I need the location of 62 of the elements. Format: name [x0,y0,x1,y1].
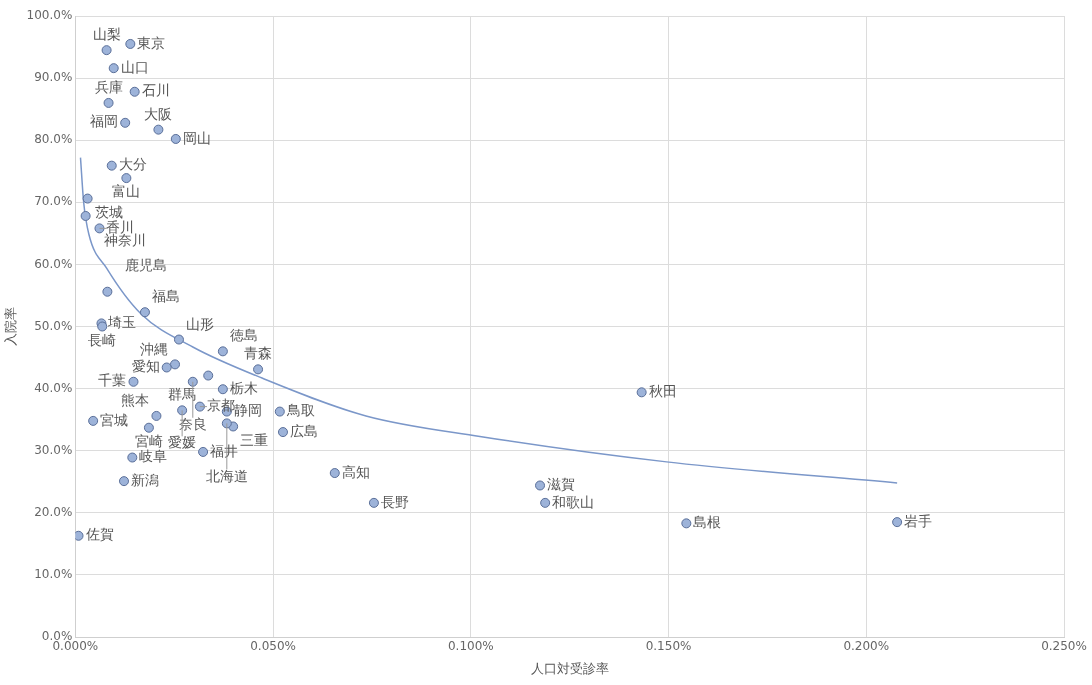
annotation: 秋田 [648,382,677,399]
x-tick-label: 0.100% [447,639,494,654]
annotation: 群馬 [168,385,197,402]
annotation: 沖縄 [140,340,169,357]
x-tick-label: 0.150% [645,639,692,654]
y-axis-title: 入院率 [3,307,19,346]
annotation: 東京 [137,34,166,51]
annotation: 和歌山 [552,493,595,510]
annotation: 兵庫 [94,79,123,96]
annotation: 広島 [289,422,318,439]
annotation: 鳥取 [285,402,315,419]
annotation: 滋賀 [547,476,576,493]
annotation: 山形 [185,315,214,332]
x-tick-label: 0.050% [250,639,296,654]
annotation: 茨城 [94,203,123,220]
y-tick-label: 40.0% [34,380,73,395]
x-axis-title: 人口対受診率 [530,660,609,676]
y-tick-label: 80.0% [34,132,73,147]
y-tick-label: 30.0% [34,442,73,457]
annotation: 島根 [693,514,722,530]
annotation: 山口 [120,58,149,75]
annotation: 福島 [151,288,180,305]
annotation: 山梨 [92,26,121,43]
x-tick-label: 0.250% [1041,639,1087,654]
annotation: 佐賀 [85,526,114,543]
annotation: 埼玉 [107,314,137,331]
x-tick-label: 0.000% [52,639,99,654]
annotation: 福岡 [90,113,119,130]
annotation: 長崎 [88,331,117,348]
y-tick-label: 70.0% [34,194,73,209]
annotation: 栃木 [229,379,258,396]
annotation: 大阪 [144,105,173,122]
annotation: 青森 [244,345,273,362]
y-tick-label: 50.0% [34,318,73,333]
annotation: 新潟 [131,471,159,488]
annotation: 石川 [141,82,170,99]
annotation: 宮崎 [134,432,163,449]
y-tick-label: 90.0% [34,70,73,85]
annotation: 岐阜 [139,448,168,465]
annotation: 静岡 [233,402,262,419]
annotation: 高知 [341,463,370,480]
y-tick-label: 10.0% [34,567,73,582]
annotation: 千葉 [98,372,127,389]
annotation: 奈良 [178,415,207,432]
annotation: 富山 [112,183,141,200]
annotation: 愛知 [131,358,160,375]
y-tick-label: 20.0% [34,504,73,519]
annotation: 岩手 [904,512,933,529]
x-tick-label: 0.200% [843,639,890,654]
annotation: 徳島 [229,327,258,344]
y-tick-label: 60.0% [34,256,73,271]
annotation: 大分 [118,156,147,173]
annotation: 宮城 [100,411,129,428]
annotation: 岡山 [182,129,211,146]
annotation: 北海道 [205,467,248,484]
annotation: 鹿児島 [125,256,168,273]
annotation: 三重 [240,431,269,448]
annotation: 熊本 [121,392,150,409]
y-tick-label: 100.0% [26,8,73,23]
annotation: 福井 [210,442,239,459]
annotation: 長野 [380,493,409,510]
annotation: 愛媛 [168,434,197,451]
